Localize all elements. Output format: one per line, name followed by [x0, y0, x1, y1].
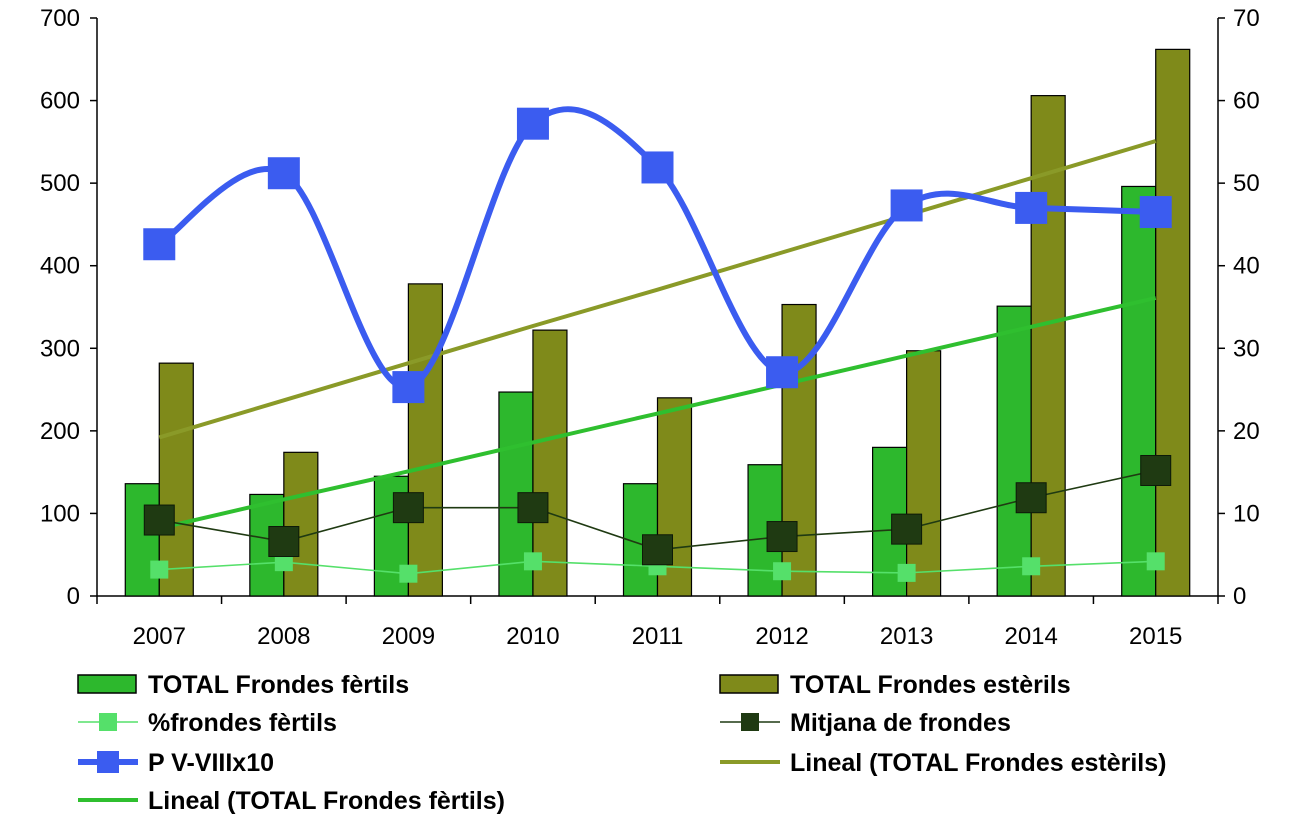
bar-1-2015 [1155, 48, 1191, 597]
marker-0-2007 [150, 560, 169, 579]
smooth-marker-2012 [766, 356, 799, 389]
smooth-marker-2013 [890, 189, 923, 222]
x-tick-label: 2008 [257, 623, 310, 650]
legend-label: Lineal (TOTAL Frondes fèrtils) [148, 787, 505, 815]
right-tick-label: 30 [1233, 335, 1260, 362]
x-tick-label: 2013 [880, 623, 933, 650]
bar-1-2010 [532, 329, 568, 597]
marker-0-2009 [399, 564, 418, 583]
smooth-marker-2010 [516, 107, 549, 140]
left-tick-label: 100 [40, 500, 80, 527]
right-tick-label: 60 [1233, 88, 1260, 115]
smooth-marker-2009 [392, 371, 425, 404]
marker-1-2009 [392, 492, 424, 524]
marker-0-2012 [773, 562, 792, 581]
smooth-marker-2008 [267, 157, 300, 190]
left-tick-label: 300 [40, 335, 80, 362]
marker-1-2015 [1140, 454, 1172, 486]
smooth-marker-2007 [143, 228, 176, 261]
legend-swatch-marker-2 [99, 713, 117, 731]
bar-1-2009 [407, 283, 443, 597]
marker-1-2011 [642, 534, 673, 566]
legend-label: Mitjana de frondes [790, 709, 1011, 737]
marker-1-2010 [517, 492, 549, 524]
legend-label: TOTAL Frondes estèrils [790, 671, 1071, 699]
x-tick-label: 2012 [755, 623, 808, 650]
x-tick-label: 2014 [1004, 623, 1057, 650]
left-tick-label: 400 [40, 253, 80, 280]
right-tick-label: 20 [1233, 418, 1260, 445]
right-tick-label: 10 [1233, 500, 1260, 527]
bar-0-2014 [996, 305, 1032, 597]
legend-swatch-0 [77, 674, 137, 694]
trend-line-1 [158, 295, 1157, 531]
right-tick-label: 50 [1233, 170, 1260, 197]
bar-0-2015 [1121, 185, 1157, 597]
legend-swatch-marker-4 [97, 751, 119, 773]
marker-1-2007 [143, 504, 175, 536]
bar-1-2013 [906, 350, 942, 597]
x-tick-label: 2010 [506, 623, 559, 650]
trend-line-0 [158, 139, 1157, 440]
marker-0-2013 [897, 563, 916, 582]
bar-0-2007 [124, 483, 160, 597]
smooth-series-line-0 [157, 106, 1156, 391]
right-tick-label: 0 [1233, 583, 1246, 610]
legend-label: %frondes fèrtils [148, 709, 337, 737]
bar-1-2007 [158, 362, 194, 597]
marker-1-2012 [766, 521, 798, 553]
left-tick-label: 500 [40, 170, 80, 197]
legend-swatch-1 [719, 674, 779, 694]
marker-0-2015 [1146, 552, 1165, 571]
legend-label: Lineal (TOTAL Frondes estèrils) [790, 749, 1166, 777]
left-tick-label: 200 [40, 418, 80, 445]
marker-1-2008 [268, 526, 300, 558]
smooth-marker-2015 [1139, 196, 1172, 229]
marker-0-2008 [274, 553, 293, 572]
legend-swatch-marker-3 [741, 713, 759, 731]
bar-1-2008 [283, 451, 319, 597]
marker-0-2014 [1022, 557, 1041, 576]
left-tick-label: 700 [40, 5, 80, 32]
x-tick-label: 2011 [632, 623, 684, 650]
x-tick-label: 2009 [382, 623, 435, 650]
left-tick-label: 0 [67, 583, 80, 610]
legend-label: P V-VIIIx10 [148, 749, 274, 777]
legend-label: TOTAL Frondes fèrtils [148, 671, 409, 699]
marker-1-2013 [891, 513, 923, 545]
right-tick-label: 70 [1233, 5, 1260, 32]
left-tick-label: 600 [40, 88, 80, 115]
x-tick-label: 2015 [1129, 623, 1182, 650]
x-tick-label: 2007 [133, 623, 186, 650]
bar-1-2012 [781, 303, 817, 597]
right-tick-label: 40 [1233, 253, 1260, 280]
marker-1-2014 [1015, 482, 1047, 514]
marker-0-2010 [523, 552, 542, 571]
smooth-marker-2011 [641, 151, 674, 184]
smooth-marker-2014 [1015, 191, 1048, 224]
